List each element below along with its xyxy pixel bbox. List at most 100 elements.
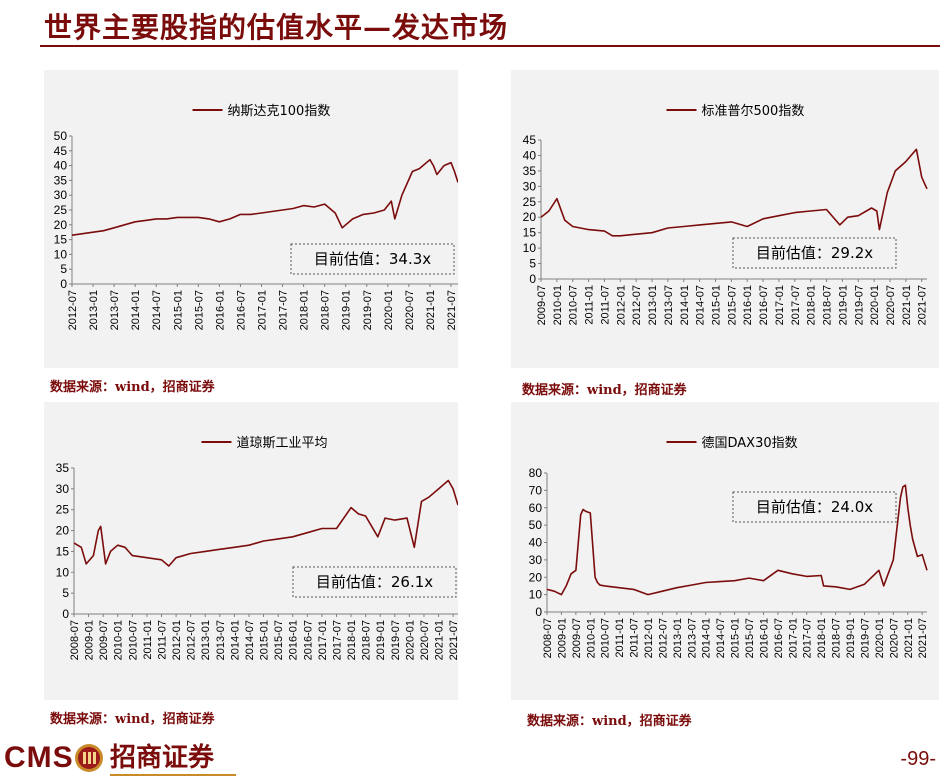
x-tick-label: 2011-07 [629, 618, 641, 658]
series-line [71, 158, 458, 236]
x-tick-label: 2014-07 [715, 618, 727, 658]
x-tick-label: 2013-01 [88, 290, 100, 330]
x-tick-label: 2012-01 [643, 618, 655, 658]
x-tick-label: 2008-07 [69, 620, 81, 660]
x-tick-label: 2014-01 [679, 285, 691, 325]
x-tick-label: 2019-07 [390, 620, 402, 660]
x-tick-label: 2015-01 [172, 290, 184, 330]
x-tick-label: 2014-01 [130, 290, 142, 330]
y-tick-label: 0 [62, 607, 69, 621]
x-tick-label: 2009-07 [536, 285, 548, 325]
y-tick-label: 10 [529, 588, 543, 602]
x-tick-label: 2021-01 [425, 290, 437, 330]
x-tick-label: 2021-07 [446, 290, 458, 330]
page-title: 世界主要股指的估值水平—发达市场 [44, 11, 509, 44]
x-tick-label: 2014-07 [244, 620, 256, 660]
x-tick-label: 2020-07 [888, 618, 900, 658]
x-tick-label: 2021-01 [903, 618, 915, 658]
x-tick-label: 2009-01 [556, 618, 568, 658]
x-tick-label: 2020-01 [383, 290, 395, 330]
x-tick-label: 2012-07 [631, 285, 643, 325]
x-tick-label: 2009-01 [84, 620, 96, 660]
x-tick-label: 2009-07 [571, 618, 583, 658]
logo-mark-icon [75, 744, 103, 772]
x-tick-label: 2016-01 [758, 618, 770, 658]
x-tick-label: 2017-01 [774, 285, 786, 325]
x-tick-label: 2011-07 [156, 620, 168, 660]
x-tick-label: 2020-07 [885, 285, 897, 325]
legend-label: 标准普尔500指数 [702, 104, 805, 119]
y-tick-label: 5 [62, 586, 69, 600]
x-tick-label: 2013-01 [672, 618, 684, 658]
chart-panel-dax30: 德国DAX30指数 0 10 20 30 40 50 60 70 80 2008-07 2009-01… [511, 402, 939, 700]
y-tick-label: 30 [54, 188, 68, 202]
x-tick-label: 2010-01 [585, 618, 597, 658]
legend-label: 德国DAX30指数 [702, 436, 798, 451]
x-tick-label: 2012-07 [657, 618, 669, 658]
x-tick-label: 2018-07 [361, 620, 373, 660]
x-tick-label: 2021-07 [448, 620, 458, 660]
series-line [73, 479, 458, 567]
x-tick-label: 2017-07 [802, 618, 814, 658]
x-tick-label: 2014-07 [151, 290, 163, 330]
y-tick-label: 30 [56, 482, 70, 496]
x-tick-label: 2015-01 [259, 620, 271, 660]
x-tick-label: 2019-01 [341, 290, 353, 330]
valuation-label: 目前估值：34.3x [314, 250, 431, 268]
x-tick-label: 2012-01 [171, 620, 183, 660]
x-tick-label: 2017-07 [790, 285, 802, 325]
y-tick-label: 40 [523, 148, 537, 162]
x-tick-label: 2012-07 [67, 290, 79, 330]
y-tick-label: 10 [54, 247, 68, 261]
chart-panel-dow: 道琼斯工业平均 0 5 10 15 20 25 30 35 2008-07 2009-01 2009-… [44, 402, 458, 700]
x-tick-label: 2011-01 [614, 618, 626, 658]
y-tick-label: 25 [523, 195, 537, 209]
y-tick-label: 20 [54, 218, 68, 232]
x-tick-label: 2010-07 [600, 618, 612, 658]
legend-label: 道琼斯工业平均 [237, 436, 328, 451]
x-tick-label: 2018-01 [816, 618, 828, 658]
logo-underline [110, 774, 236, 776]
y-tick-label: 20 [523, 210, 537, 224]
x-tick-label: 2019-01 [375, 620, 387, 660]
valuation-box [732, 491, 897, 523]
y-tick-label: 40 [529, 536, 543, 550]
x-tick-label: 2013-07 [109, 290, 121, 330]
x-tick-label: 2010-01 [552, 285, 564, 325]
x-tick-label: 2016-07 [235, 290, 247, 330]
y-tick-label: 0 [529, 272, 536, 286]
x-tick-label: 2020-07 [404, 290, 416, 330]
x-tick-label: 2016-07 [302, 620, 314, 660]
x-tick-label: 2018-07 [831, 618, 843, 658]
x-tick-label: 2021-01 [434, 620, 446, 660]
x-tick-label: 2020-01 [869, 285, 881, 325]
x-tick-label: 2019-07 [859, 618, 871, 658]
x-tick-label: 2015-01 [730, 618, 742, 658]
y-tick-label: 10 [523, 241, 537, 255]
x-tick-label: 2021-07 [917, 618, 929, 658]
x-tick-label: 2013-07 [663, 285, 675, 325]
x-tick-label: 2015-07 [193, 290, 205, 330]
chart-source-sp500: 数据来源：wind，招商证券 [522, 383, 687, 398]
x-tick-label: 2015-07 [273, 620, 285, 660]
x-tick-label: 2014-01 [229, 620, 241, 660]
chart-dow: 道琼斯工业平均 0 5 10 15 20 25 30 35 2008-07 2009-01 2009-… [56, 436, 458, 660]
x-tick-label: 2019-07 [853, 285, 865, 325]
x-tick-label: 2018-01 [299, 290, 311, 330]
y-tick-label: 10 [56, 565, 70, 579]
y-tick-label: 20 [529, 570, 543, 584]
x-tick-label: 2017-07 [278, 290, 290, 330]
y-tick-label: 20 [56, 524, 70, 538]
legend-label: 纳斯达克100指数 [228, 104, 331, 119]
x-tick-label: 2016-01 [214, 290, 226, 330]
x-tick-label: 2020-01 [874, 618, 886, 658]
valuation-box [732, 237, 897, 269]
logo-cms-text: CMS [4, 741, 74, 774]
x-tick-label: 2016-01 [288, 620, 300, 660]
y-tick-label: 30 [523, 179, 537, 193]
x-tick-label: 2012-01 [615, 285, 627, 325]
x-tick-label: 2020-07 [419, 620, 431, 660]
y-tick-label: 25 [54, 203, 68, 217]
